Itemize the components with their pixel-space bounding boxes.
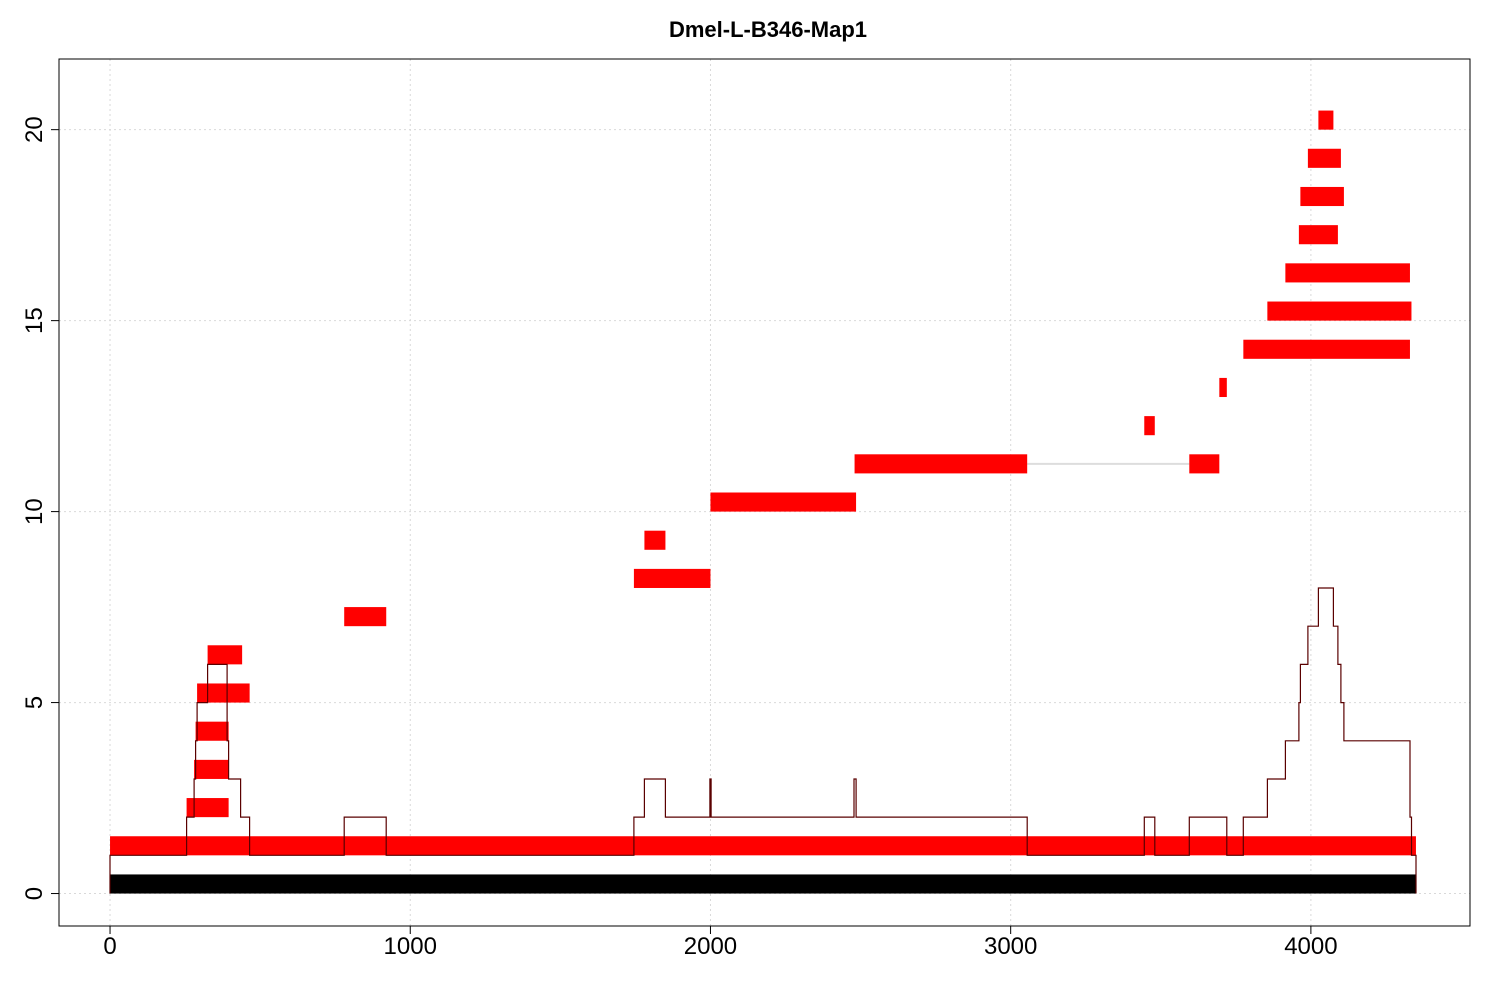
fragment-bar — [1300, 186, 1344, 207]
fragment-bar — [854, 454, 1028, 474]
fragment-bar — [644, 530, 666, 550]
fragment-bar — [194, 759, 229, 779]
fragment-bar — [1243, 339, 1410, 359]
fragment-bar — [710, 492, 857, 512]
x-tick-label: 0 — [103, 933, 116, 960]
fragment-bar — [1318, 110, 1334, 130]
y-tick-label: 10 — [21, 498, 48, 525]
fragment-bar — [110, 836, 1416, 856]
reference-bar — [110, 874, 1416, 894]
fragment-bars — [110, 110, 1416, 894]
x-axis: 0 1000 2000 3000 4000 — [103, 925, 1338, 960]
x-tick-label: 3000 — [984, 933, 1037, 960]
y-tick-label: 5 — [21, 696, 48, 709]
chart-title: Dmel-L-B346-Map1 — [669, 17, 867, 42]
fragment-bar — [1267, 301, 1412, 321]
coverage-line-group — [109, 587, 1417, 894]
fragment-bar — [195, 721, 229, 741]
fragment-bar — [344, 607, 387, 627]
x-tick-label: 1000 — [384, 933, 437, 960]
fragment-bar — [186, 798, 229, 818]
fragment-bar — [1144, 416, 1155, 436]
fragment-bar — [207, 645, 243, 665]
y-tick-label: 20 — [21, 116, 48, 143]
fragment-bar — [1307, 148, 1341, 168]
fragment-bar — [1219, 377, 1227, 398]
x-tick-label: 2000 — [684, 933, 737, 960]
fragment-bar — [1285, 263, 1410, 283]
fragment-bar — [1189, 454, 1220, 474]
coverage-line — [109, 587, 1417, 894]
y-tick-label: 0 — [21, 887, 48, 900]
y-tick-label: 15 — [21, 307, 48, 334]
fragment-bar — [197, 683, 250, 703]
y-axis: 0 5 10 15 20 — [21, 116, 60, 900]
fragment-bar — [1298, 225, 1338, 245]
fragment-bar — [633, 568, 711, 588]
x-tick-label: 4000 — [1284, 933, 1337, 960]
